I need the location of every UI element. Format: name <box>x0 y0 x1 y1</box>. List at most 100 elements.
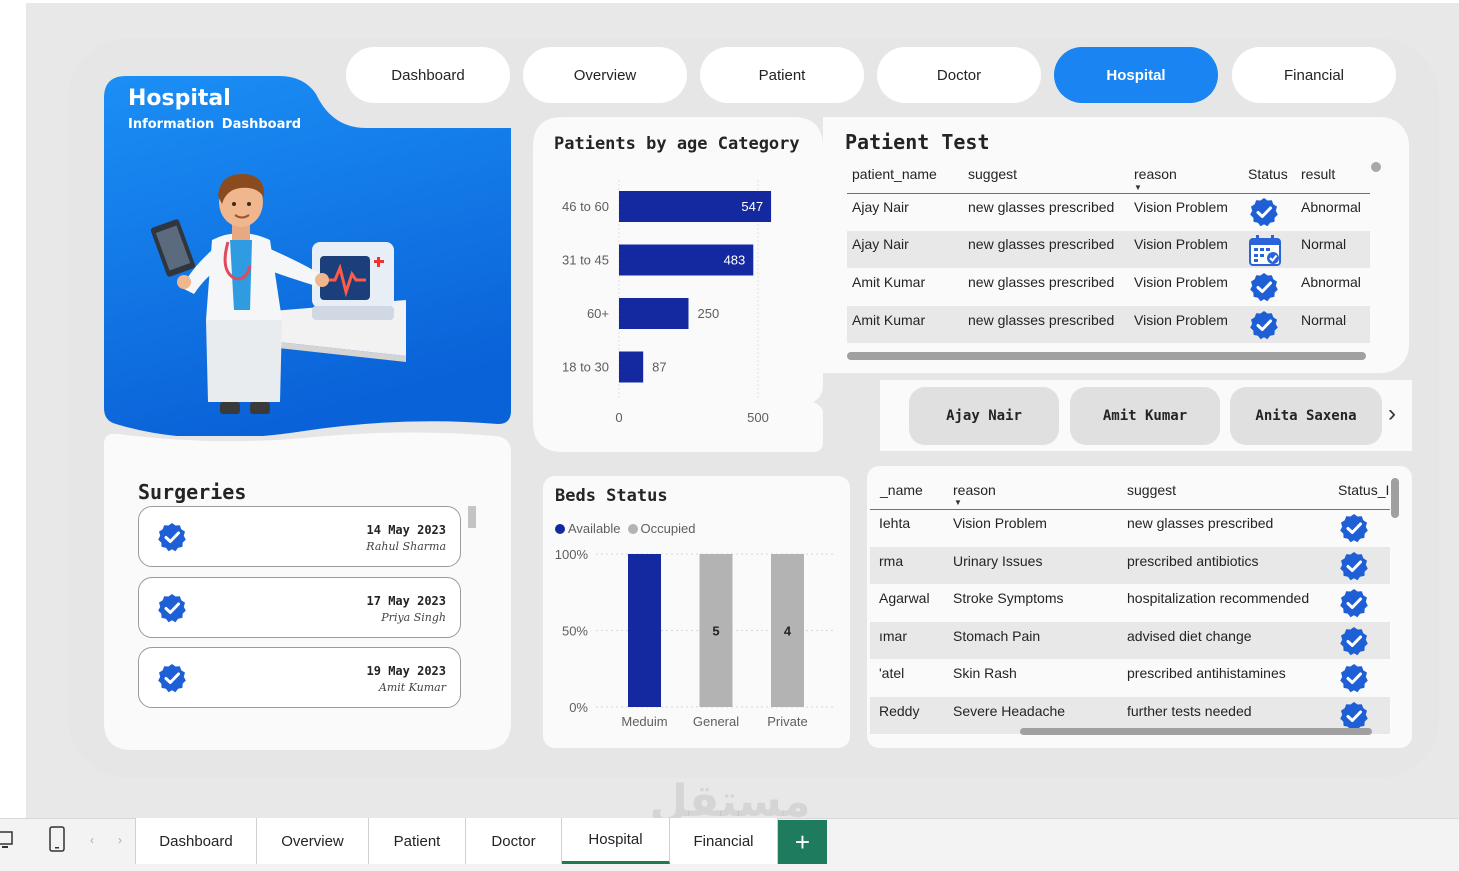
surgery-item[interactable]: 14 May 2023 Rahul Sharma <box>138 506 461 567</box>
cell-reason: Vision Problem <box>1134 199 1228 215</box>
data-label: 5 <box>712 624 719 639</box>
cell-patient-name: Amit Kumar <box>852 274 926 290</box>
tab-patient[interactable]: Patient <box>369 818 466 864</box>
col-suggest[interactable]: suggest <box>1127 482 1177 498</box>
category-label: 31 to 45 <box>562 253 609 268</box>
check-badge-icon <box>1339 513 1369 543</box>
legend-occupied: Occupied <box>640 521 696 536</box>
cell-patient-name: Amit Kumar <box>852 312 926 328</box>
bar-meduim-available[interactable] <box>628 554 661 707</box>
cell-result: Abnormal <box>1301 199 1361 215</box>
category-label: 18 to 30 <box>562 360 609 375</box>
nav-patient-button[interactable]: Patient <box>700 47 864 103</box>
cell-suggest: advised diet change <box>1127 627 1252 644</box>
x-tick: 500 <box>747 410 769 425</box>
table-row-stripe <box>847 231 1370 268</box>
check-badge-icon <box>1339 588 1369 618</box>
top-border <box>0 0 1459 3</box>
col-status[interactable]: Status <box>1248 166 1288 182</box>
cell-suggest: prescribed antibiotics <box>1127 552 1259 569</box>
data-label: 250 <box>698 306 720 321</box>
table-row-stripe <box>870 622 1390 659</box>
hero-subtitle: Information Dashboard <box>128 117 302 132</box>
tab-financial[interactable]: Financial <box>670 818 778 864</box>
surgeries-scrollbar[interactable] <box>468 506 476 528</box>
nav-hospital-button[interactable]: Hospital <box>1054 47 1218 103</box>
tab-hospital[interactable]: Hospital <box>562 818 670 864</box>
cell-suggest: prescribed antihistamines <box>1127 665 1286 681</box>
check-badge-icon <box>157 593 187 623</box>
col-patient-name[interactable]: patient_name <box>852 166 937 182</box>
y-tick: 100% <box>555 547 589 562</box>
surgery-date: 14 May 2023 <box>366 523 446 537</box>
tab-doctor[interactable]: Doctor <box>466 818 562 864</box>
bar-18-to-30[interactable] <box>619 351 644 383</box>
surgeries-title: Surgeries <box>138 480 247 504</box>
col-reason[interactable]: reason <box>1134 166 1177 182</box>
col-status[interactable]: Status_I <box>1338 482 1390 498</box>
y-tick: 0% <box>569 700 588 715</box>
slicer-amit-kumar[interactable]: Amit Kumar <box>1070 387 1220 445</box>
add-page-button[interactable]: + <box>778 820 827 864</box>
table-row-stripe <box>870 697 1390 734</box>
tab-overview[interactable]: Overview <box>257 818 369 864</box>
chevron-right-icon[interactable]: › <box>1388 400 1396 427</box>
cell-reason: Stomach Pain <box>953 627 1041 644</box>
col-reason[interactable]: reason <box>953 482 996 498</box>
col-result[interactable]: result <box>1301 166 1336 182</box>
nav-overview-button[interactable]: Overview <box>523 47 687 103</box>
table-row-stripe <box>870 547 1390 584</box>
bar-private-occupied[interactable] <box>771 554 804 707</box>
vertical-scrollbar[interactable] <box>1391 478 1399 518</box>
scroll-indicator[interactable] <box>1371 162 1381 172</box>
bar-46-to-60[interactable] <box>619 191 772 222</box>
calendar-check-icon <box>1249 235 1281 266</box>
surgery-date: 19 May 2023 <box>366 664 446 678</box>
header-divider <box>847 193 1370 194</box>
tab-dashboard[interactable]: Dashboard <box>135 818 257 864</box>
cell-suggest: new glasses prescribed <box>968 236 1115 252</box>
col-suggest[interactable]: suggest <box>968 166 1018 182</box>
check-badge-icon <box>1249 272 1279 302</box>
table-row-stripe <box>847 306 1370 343</box>
x-tick: 0 <box>615 410 622 425</box>
bar-60+[interactable] <box>619 298 689 329</box>
cell-name: 'atel <box>879 665 905 681</box>
check-badge-icon <box>157 522 187 552</box>
cell-suggest: new glasses prescribed <box>968 274 1115 290</box>
cell-suggest: hospitalization recommended <box>1127 590 1310 606</box>
cell-reason: Vision Problem <box>1134 236 1228 252</box>
horizontal-scrollbar[interactable] <box>847 352 1366 360</box>
mobile-view-icon[interactable] <box>48 826 66 852</box>
beds-legend: Available Occupied <box>555 521 695 536</box>
category-label: General <box>693 714 739 729</box>
surgery-item[interactable]: 19 May 2023 Amit Kumar <box>138 647 461 708</box>
patient-test-title: Patient Test <box>845 130 990 154</box>
cell-name: ımar <box>879 627 907 644</box>
check-badge-icon <box>1249 310 1279 340</box>
category-label: 60+ <box>587 306 609 321</box>
cell-suggest: new glasses prescribed <box>968 199 1115 215</box>
bar-general-occupied[interactable] <box>699 554 733 707</box>
col-name[interactable]: _name <box>880 482 923 498</box>
bar-31-to-45[interactable] <box>619 244 754 276</box>
nav-financial-button[interactable]: Financial <box>1232 47 1396 103</box>
nav-doctor-button[interactable]: Doctor <box>877 47 1041 103</box>
slicer-anita-saxena[interactable]: Anita Saxena <box>1230 387 1382 445</box>
desktop-view-icon[interactable] <box>0 830 14 852</box>
consult-table: _name reason ▼ suggest Status_I Iehta Vis… <box>870 466 1400 736</box>
check-badge-icon <box>157 663 187 693</box>
prev-tab-icon[interactable]: ‹ <box>90 833 94 847</box>
nav-dashboard-button[interactable]: Dashboard <box>346 47 510 103</box>
cell-name: Iehta <box>879 515 911 531</box>
data-label: 547 <box>741 199 763 214</box>
legend-dot-icon <box>555 523 565 534</box>
check-badge-icon <box>1339 625 1369 656</box>
slicer-ajay-nair[interactable]: Ajay Nair <box>909 387 1059 445</box>
horizontal-scrollbar[interactable] <box>1020 728 1372 735</box>
data-label: 4 <box>784 624 792 639</box>
cell-result: Normal <box>1301 312 1347 328</box>
next-tab-icon[interactable]: › <box>118 833 122 847</box>
surgery-item[interactable]: 17 May 2023 Priya Singh <box>138 577 461 638</box>
data-label: 483 <box>724 253 746 268</box>
